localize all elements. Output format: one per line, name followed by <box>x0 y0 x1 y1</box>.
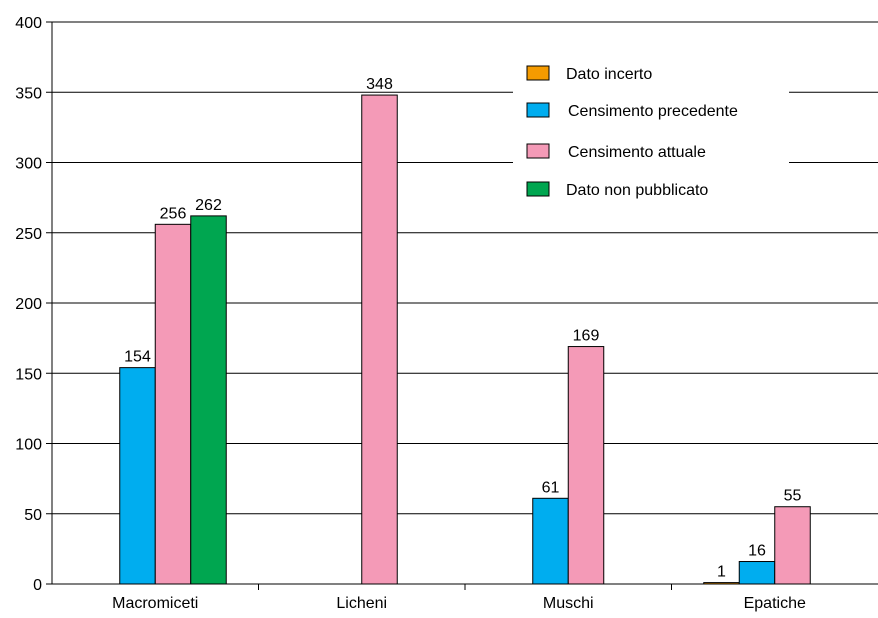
x-category-label: Muschi <box>543 595 594 612</box>
data-label: 256 <box>160 205 187 222</box>
data-label: 262 <box>195 197 222 214</box>
y-tick-label: 50 <box>24 507 42 524</box>
data-label: 55 <box>784 488 802 505</box>
y-tick-label: 200 <box>15 296 42 313</box>
legend-box <box>513 56 789 208</box>
bar-muschi-censimento-precedente <box>532 497 569 585</box>
data-labels: 154 256 262 348 61 169 1 16 55 <box>124 76 801 581</box>
bar-muschi-censimento-attuale <box>567 346 605 585</box>
x-category-label: Macromiceti <box>112 595 198 612</box>
bar-macromiceti-censimento-precedente <box>119 367 156 585</box>
data-label: 169 <box>573 328 600 345</box>
legend-swatch-censimento-precedente <box>526 102 550 118</box>
legend-swatch-dato-incerto <box>526 65 550 81</box>
legend: Dato incerto Censimento precedente Censime… <box>513 56 789 208</box>
data-label: 154 <box>124 349 151 366</box>
y-tick-label: 150 <box>15 366 42 383</box>
y-tick-label: 400 <box>15 15 42 32</box>
legend-label: Censimento attuale <box>568 144 706 161</box>
x-category-label: Licheni <box>336 595 387 612</box>
bar-epatiche-censimento-precedente <box>738 561 776 585</box>
x-category-label: Epatiche <box>744 595 806 612</box>
data-label: 16 <box>748 543 766 560</box>
bar-licheni-censimento-attuale <box>361 94 398 585</box>
y-tick-label: 100 <box>15 437 42 454</box>
legend-swatch-dato-non-pubblicato <box>526 181 550 197</box>
data-label: 61 <box>542 479 560 496</box>
bars <box>119 94 811 585</box>
legend-swatch-censimento-attuale <box>526 143 550 159</box>
data-label: 348 <box>366 76 393 93</box>
bar-macromiceti-dato-non-pubblicato <box>190 215 227 585</box>
y-tick-label: 250 <box>15 226 42 243</box>
bar-epatiche-dato-incerto <box>703 582 740 585</box>
legend-label: Censimento precedente <box>568 103 738 120</box>
legend-label: Dato incerto <box>566 66 652 83</box>
bar-epatiche-censimento-attuale <box>774 506 811 585</box>
axes: 0 50 100 150 200 250 300 350 400 Macromiceti Liche… <box>15 15 878 612</box>
bar-macromiceti-censimento-attuale <box>154 223 192 585</box>
data-label: 1 <box>717 564 726 581</box>
y-tick-label: 350 <box>15 85 42 102</box>
y-tick-label: 300 <box>15 156 42 173</box>
y-tick-label: 0 <box>33 577 42 594</box>
legend-label: Dato non pubblicato <box>566 182 708 199</box>
